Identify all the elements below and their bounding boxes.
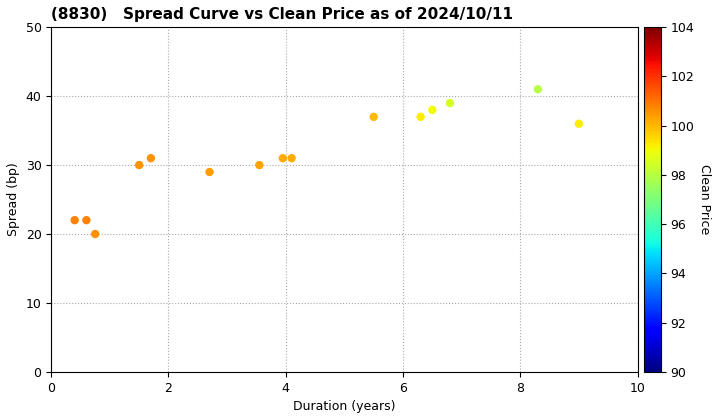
Point <box>81 217 92 223</box>
Point <box>69 217 81 223</box>
Point <box>253 162 265 168</box>
X-axis label: Duration (years): Duration (years) <box>293 400 395 413</box>
Point <box>89 231 101 237</box>
Point <box>368 113 379 120</box>
Point <box>286 155 297 162</box>
Point <box>426 107 438 113</box>
Point <box>133 162 145 168</box>
Point <box>573 121 585 127</box>
Point <box>277 155 289 162</box>
Text: (8830)   Spread Curve vs Clean Price as of 2024/10/11: (8830) Spread Curve vs Clean Price as of… <box>51 7 513 22</box>
Y-axis label: Clean Price: Clean Price <box>698 164 711 235</box>
Point <box>532 86 544 93</box>
Point <box>444 100 456 106</box>
Point <box>415 113 426 120</box>
Point <box>145 155 157 162</box>
Y-axis label: Spread (bp): Spread (bp) <box>7 163 20 236</box>
Point <box>204 168 215 175</box>
